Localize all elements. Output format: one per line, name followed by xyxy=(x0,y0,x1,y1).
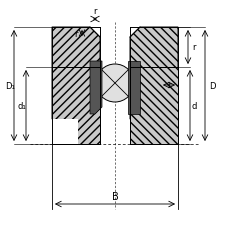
Polygon shape xyxy=(52,28,100,120)
Polygon shape xyxy=(129,68,177,144)
Polygon shape xyxy=(128,62,139,114)
Text: B: B xyxy=(111,191,118,201)
Polygon shape xyxy=(90,62,101,114)
Bar xyxy=(104,75,125,93)
Text: r: r xyxy=(74,29,78,38)
Text: r: r xyxy=(93,7,96,16)
Polygon shape xyxy=(52,68,100,144)
Text: D₁: D₁ xyxy=(5,82,15,91)
Text: D: D xyxy=(208,82,215,91)
Text: r: r xyxy=(191,43,195,52)
Circle shape xyxy=(95,65,134,103)
Polygon shape xyxy=(129,28,177,120)
Bar xyxy=(52,120,78,144)
Text: d: d xyxy=(191,101,196,111)
Text: r: r xyxy=(166,81,170,90)
Text: d₁: d₁ xyxy=(18,101,26,111)
